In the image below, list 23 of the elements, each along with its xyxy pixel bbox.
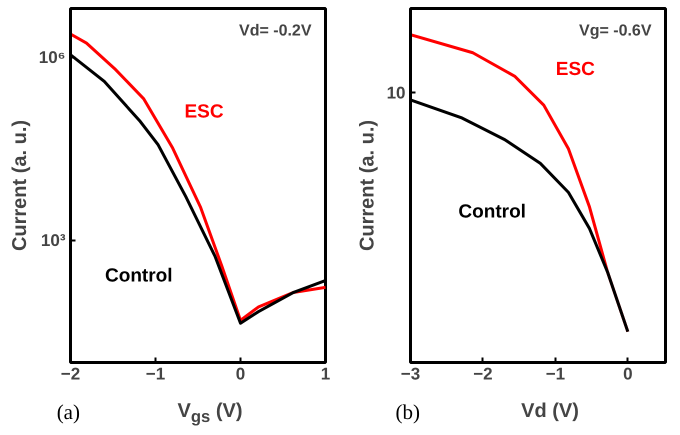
x-tick-label: −3	[400, 364, 420, 384]
series-label: ESC	[556, 59, 596, 80]
y-axis-title: Current (a. u.)	[356, 120, 379, 252]
text: (a)	[56, 399, 80, 426]
x-tick-label: −2	[60, 364, 80, 384]
annotation: Vd= -0.2V	[239, 22, 312, 40]
annotation: Vg= -0.6V	[579, 22, 652, 40]
series-label: Control	[458, 201, 526, 222]
y-axis-title: Current (a. u.)	[8, 120, 31, 252]
x-tick-label: −1	[546, 364, 566, 384]
text: Control	[105, 265, 173, 286]
text: 10	[386, 84, 406, 103]
x-tick-label: 0	[623, 364, 633, 384]
series-label: ESC	[184, 102, 224, 123]
y-tick-label: 10⁶	[38, 48, 66, 67]
y-tick-label: 10³	[40, 230, 66, 250]
x-tick-label: 0	[236, 364, 246, 384]
x-tick-label: −2	[473, 364, 493, 384]
x-axis-title: V$_{gs}$ (V)	[177, 399, 242, 428]
x-tick-label: −1	[146, 364, 166, 384]
x-tick-label: 1	[320, 364, 330, 384]
text: (b)	[396, 399, 420, 426]
x-axis-title: Vd (V)	[521, 399, 579, 424]
